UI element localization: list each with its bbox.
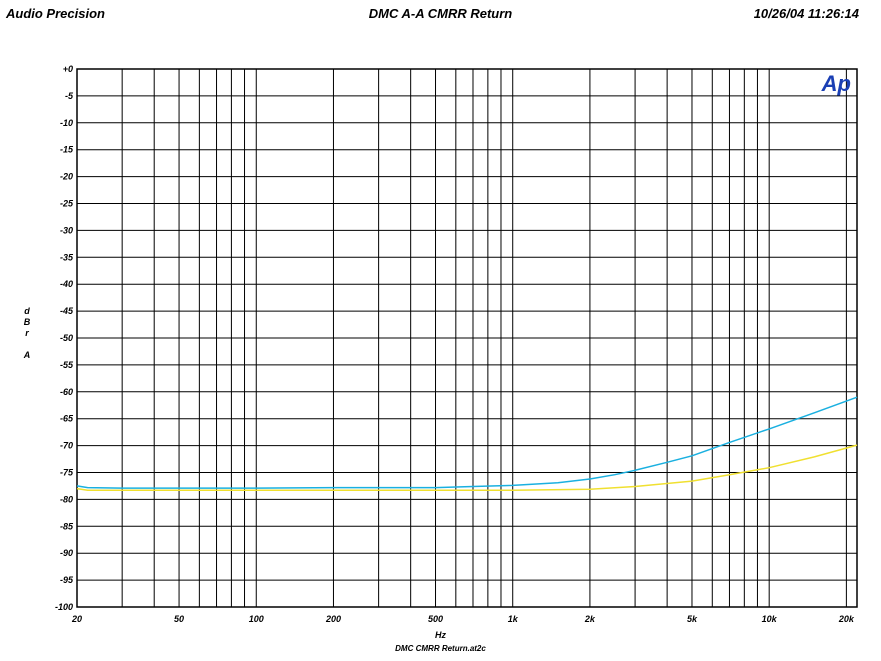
y-tick-label: -15 bbox=[60, 145, 74, 155]
footer-filename: DMC CMRR Return.at2c bbox=[395, 644, 486, 653]
y-tick-label: -85 bbox=[60, 521, 74, 531]
y-tick-label: -55 bbox=[60, 360, 74, 370]
header-timestamp: 10/26/04 11:26:14 bbox=[753, 6, 859, 21]
y-tick-label: -100 bbox=[55, 602, 73, 612]
y-tick-label: -40 bbox=[60, 279, 73, 289]
y-tick-label: -5 bbox=[65, 91, 74, 101]
header-app-name: Audio Precision bbox=[6, 6, 105, 21]
x-tick-labels: 20 50 100 200 500 1k 2k 5k 10k 20k bbox=[71, 614, 855, 624]
y-tick-label: -80 bbox=[60, 494, 73, 504]
y-tick-label: +0 bbox=[63, 64, 73, 74]
y-tick-label: -25 bbox=[60, 199, 74, 209]
plot-frame bbox=[76, 68, 858, 608]
y-tick-label: -70 bbox=[60, 441, 73, 451]
y-tick-label: -30 bbox=[60, 225, 73, 235]
y-tick-label: -65 bbox=[60, 414, 74, 424]
y-tick-label: -60 bbox=[60, 387, 73, 397]
y-tick-label: -75 bbox=[60, 468, 74, 478]
ap-logo: Ap bbox=[821, 71, 851, 96]
y-tick-label: -45 bbox=[60, 306, 74, 316]
y-tick-label: -20 bbox=[60, 172, 73, 182]
y-tick-label: -90 bbox=[60, 548, 73, 558]
y-tick-labels: +0 -5 -10 -15 -20 -25 -30 -35 -40 -45 -50 -55 -60 -65… bbox=[55, 64, 74, 612]
series-line-1 bbox=[76, 396, 858, 489]
x-tick-label: 5k bbox=[687, 614, 698, 624]
x-axis-label: Hz bbox=[435, 630, 446, 640]
grid bbox=[76, 68, 858, 608]
header-chart-title: DMC A-A CMRR Return bbox=[368, 6, 513, 21]
x-tick-label: 100 bbox=[249, 614, 264, 624]
x-tick-label: 50 bbox=[174, 614, 184, 624]
x-tick-label: 20 bbox=[71, 614, 82, 624]
y-tick-label: -35 bbox=[60, 252, 74, 262]
y-tick-label: -50 bbox=[60, 333, 73, 343]
x-tick-label: 20k bbox=[838, 614, 855, 624]
x-tick-label: 500 bbox=[428, 614, 443, 624]
x-tick-label: 1k bbox=[508, 614, 519, 624]
x-tick-label: 200 bbox=[325, 614, 341, 624]
y-tick-label: -95 bbox=[60, 575, 74, 585]
series-group bbox=[76, 396, 858, 492]
x-tick-label: 10k bbox=[762, 614, 778, 624]
series-line-2 bbox=[76, 444, 858, 492]
y-tick-label: -10 bbox=[60, 118, 73, 128]
x-tick-label: 2k bbox=[584, 614, 596, 624]
